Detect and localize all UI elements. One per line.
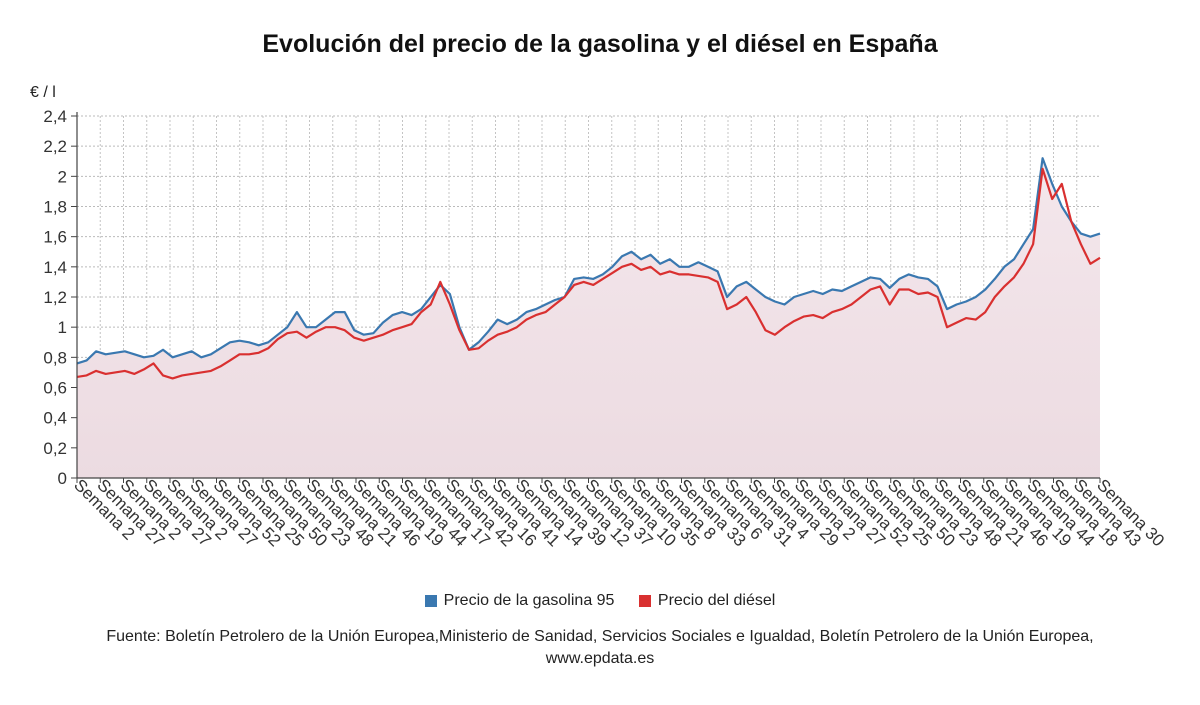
legend-swatch-gasolina: [424, 595, 437, 607]
legend-label-diesel: Precio del diésel: [657, 592, 776, 609]
legend-label-gasolina: Precio de la gasolina 95: [443, 592, 615, 609]
y-axis-unit-label: € / l: [30, 84, 56, 101]
y-tick-label: 0,2: [43, 439, 67, 458]
y-tick-label: 1,8: [43, 198, 67, 217]
y-tick-label: 0,8: [43, 348, 67, 367]
chart-title: Evolución del precio de la gasolina y el…: [262, 30, 938, 58]
source-note: Fuente: Boletín Petrolero de la Unión Eu…: [106, 628, 1094, 667]
series-lines: [76, 157, 1101, 380]
y-tick-label: 2,4: [43, 107, 67, 126]
series-line-diesel: [76, 167, 1101, 380]
line-chart: 0 0,2 0,4 0,6 0,8 1 1,2 1,4 1,6 1,8 2 2,2 2,4 Semana…: [43, 107, 1168, 550]
y-tick-label: 0: [58, 469, 67, 488]
legend-swatch-diesel: [638, 595, 651, 607]
y-tick-label: 1,2: [43, 288, 67, 307]
y-tick-labels: 0 0,2 0,4 0,6 0,8 1 1,2 1,4 1,6 1,8 2 2,2 2,4: [43, 107, 77, 488]
y-tick-label: 2: [58, 167, 67, 186]
y-tick-label: 2,2: [43, 137, 67, 156]
area-fill: [77, 158, 1100, 478]
y-tick-label: 1,6: [43, 228, 67, 247]
legend-item-gasolina[interactable]: Precio de la gasolina 95: [424, 592, 615, 610]
series-line-gasolina: [76, 157, 1101, 365]
y-tick-label: 1,4: [43, 258, 67, 277]
legend-item-diesel[interactable]: Precio del diésel: [638, 592, 776, 610]
y-tick-label: 0,6: [43, 379, 67, 398]
area-fill-path: [77, 158, 1100, 478]
y-tick-label: 0,4: [43, 409, 67, 428]
y-tick-label: 1: [58, 318, 67, 337]
legend: Precio de la gasolina 95 Precio del diés…: [0, 592, 1200, 612]
